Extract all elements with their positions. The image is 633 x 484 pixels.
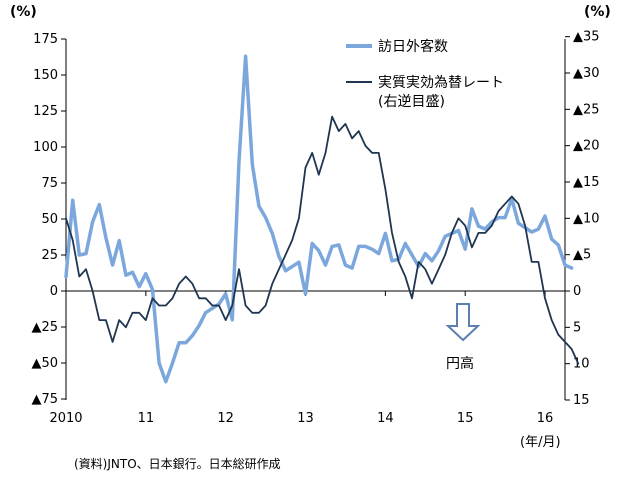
legend-label-series-1: 実質実効為替レート <box>378 75 504 91</box>
left-tick-label: ▲75 <box>31 392 58 407</box>
x-tick-label: 16 <box>537 411 554 426</box>
x-tick-label: 12 <box>217 411 234 426</box>
left-tick-label: 0 <box>50 284 58 299</box>
chart-plot-area: 1751501251007550250▲25▲50▲75▲35▲30▲25▲20… <box>31 30 599 426</box>
right-tick-label: ▲20 <box>573 139 600 154</box>
x-tick-label: 13 <box>297 411 314 426</box>
legend-label-series-0: 訪日外客数 <box>378 38 448 55</box>
x-tick-label: 11 <box>138 411 155 426</box>
left-tick-label: 50 <box>41 212 58 227</box>
left-tick-label: 125 <box>33 104 58 119</box>
right-tick-label: ▲5 <box>573 248 591 263</box>
source-note: (資料)JNTO、日本銀行。日本総研作成 <box>74 457 281 471</box>
right-tick-label: ▲30 <box>573 66 600 81</box>
left-tick-label: 150 <box>33 68 58 83</box>
left-tick-label: ▲50 <box>31 356 58 371</box>
right-tick-label: 0 <box>573 284 581 299</box>
right-axis-unit: (%) <box>584 4 611 20</box>
right-tick-label: ▲25 <box>573 102 600 117</box>
x-tick-label: 2010 <box>49 411 82 426</box>
right-tick-label: ▲35 <box>573 30 600 45</box>
x-tick-label: 14 <box>377 411 394 426</box>
left-tick-label: 100 <box>33 140 58 155</box>
x-tick-label: 15 <box>457 411 474 426</box>
right-tick-label: ▲10 <box>573 211 600 226</box>
right-tick-label: ▲15 <box>573 175 600 190</box>
series-line-0 <box>64 54 574 384</box>
right-tick-label: 15 <box>573 393 590 408</box>
left-tick-label: 25 <box>41 248 58 263</box>
chart-legend: 訪日外客数 実質実効為替レート (右逆目盛) <box>346 38 504 110</box>
date-unit-label: (年/月) <box>520 435 561 450</box>
right-tick-label: 5 <box>573 320 581 335</box>
down-arrow-icon <box>445 303 481 342</box>
annotation-yen-appreciation: 円高 <box>446 355 474 372</box>
left-tick-label: ▲25 <box>31 320 58 335</box>
left-tick-label: 75 <box>41 176 58 191</box>
left-axis-unit: (%) <box>10 4 37 20</box>
series-line-1 <box>65 115 580 365</box>
legend-label-series-1-note: (右逆目盛) <box>378 94 445 110</box>
left-tick-label: 175 <box>33 32 58 47</box>
